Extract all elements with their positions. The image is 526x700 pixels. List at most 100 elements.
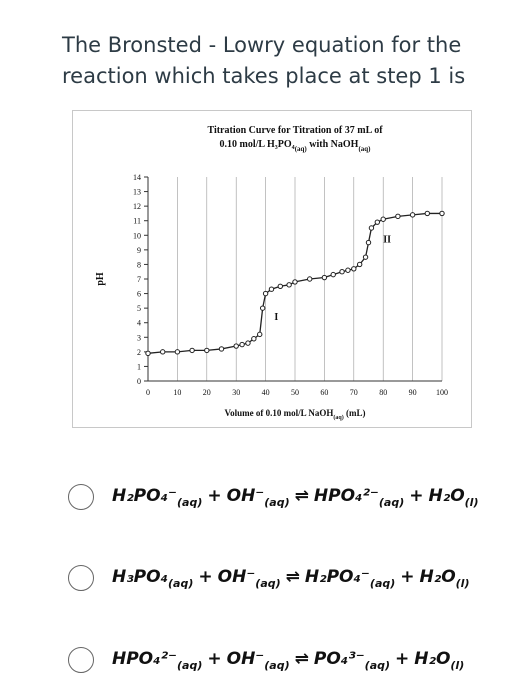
- annotation: I: [274, 312, 278, 323]
- y-tick-label: 2: [137, 348, 141, 357]
- point: [262, 290, 269, 297]
- formula: H₃PO₄: [112, 566, 169, 587]
- text-part: Volume of 0.10 mol/L: [224, 408, 306, 418]
- question-line: reaction which takes place at step 1 is: [62, 64, 466, 88]
- x-tick-label: 50: [291, 388, 299, 397]
- y-tick-label: 13: [133, 188, 141, 197]
- state: (l): [464, 495, 479, 509]
- formula: H₂PO₄⁻: [304, 566, 370, 587]
- x-tick-label: 20: [203, 388, 211, 397]
- text-part: with: [309, 139, 328, 150]
- point: [351, 266, 357, 272]
- x-tick-label: 100: [436, 388, 448, 397]
- radio-button[interactable]: [68, 647, 94, 673]
- operator: +: [395, 648, 410, 669]
- chart-title: Titration Curve for Titration of 37 mL o…: [207, 125, 383, 136]
- point: [362, 254, 369, 260]
- operator: +: [198, 566, 213, 587]
- state: (aq): [378, 495, 405, 509]
- radio-button[interactable]: [68, 484, 94, 510]
- point: [339, 269, 345, 275]
- state: (aq): [364, 658, 391, 672]
- state: (aq): [264, 495, 290, 509]
- point: [245, 340, 251, 346]
- point: [145, 350, 151, 357]
- state: (aq): [333, 414, 343, 421]
- point: [368, 225, 375, 231]
- operator: +: [400, 566, 415, 587]
- text-line: Volume of 0.10 mol/L NaOH(aq) (mL): [224, 408, 365, 421]
- answer-option[interactable]: H₂PO₄⁻(aq) + OH⁻(aq) ⇌ HPO₄²⁻(aq) + H₂O(l): [68, 482, 478, 512]
- y-axis-label: pH: [95, 272, 106, 286]
- x-tick-label: 0: [146, 388, 150, 397]
- state: (aq): [358, 145, 371, 153]
- formula: OH⁻: [217, 566, 256, 587]
- point: [189, 347, 195, 354]
- y-tick-label: 8: [137, 260, 141, 269]
- y-tick-label: 14: [133, 173, 141, 182]
- answer-option[interactable]: HPO₄²⁻(aq) + OH⁻(aq) ⇌ PO₄³⁻(aq) + H₂O(l): [68, 645, 464, 675]
- operator: ⇌: [294, 485, 309, 506]
- point: [218, 346, 225, 352]
- x-tick-label: 40: [262, 388, 270, 397]
- y-tick-label: 5: [137, 304, 141, 313]
- y-tick-label: 6: [137, 290, 141, 299]
- operator: ⇌: [285, 566, 300, 587]
- answer-option[interactable]: H₃PO₄(aq) + OH⁻(aq) ⇌ H₂PO₄⁻(aq) + H₂O(l): [68, 563, 469, 593]
- chart-image: Titration Curve for Titration of 37 mL o…: [72, 110, 472, 428]
- formula: H₃PO₄: [267, 139, 295, 150]
- x-tick-label: 80: [379, 388, 387, 397]
- chart: Titration Curve for Titration of 37 mL o…: [95, 125, 448, 421]
- state: (aq): [177, 495, 203, 509]
- y-tick-label: 3: [137, 333, 141, 342]
- y-tick-label: 11: [133, 217, 141, 226]
- equation: HPO₄²⁻(aq) + OH⁻(aq) ⇌ PO₄³⁻(aq) + H₂O(l): [112, 649, 464, 672]
- point: [251, 336, 257, 342]
- equation: H₂PO₄⁻(aq) + OH⁻(aq) ⇌ HPO₄²⁻(aq) + H₂O(l): [112, 486, 478, 509]
- x-tick-label: 10: [173, 388, 181, 397]
- operator: ⇌: [294, 648, 309, 669]
- y-tick-label: 9: [137, 246, 141, 255]
- annotation: II: [383, 234, 391, 245]
- formula: HPO₄²⁻: [313, 485, 379, 506]
- y-tick-label: 12: [133, 202, 141, 211]
- y-tick-label: 1: [137, 362, 141, 371]
- formula: NaOH: [308, 408, 333, 418]
- x-tick-label: 70: [350, 388, 358, 397]
- formula: H₂O: [414, 648, 451, 669]
- formula: H₂O: [419, 566, 456, 587]
- y-tick-label: 7: [137, 275, 141, 284]
- point: [424, 210, 430, 217]
- point: [268, 286, 275, 292]
- formula: OH⁻: [226, 648, 265, 669]
- text-part: 0.10 mol/L: [220, 139, 266, 150]
- point: [307, 276, 313, 282]
- state: (aq): [264, 658, 290, 672]
- point: [259, 305, 266, 311]
- radio-button[interactable]: [68, 565, 94, 591]
- state: (l): [450, 658, 465, 672]
- formula: PO₄³⁻: [313, 648, 365, 669]
- text-part: (mL): [346, 408, 366, 418]
- point: [204, 347, 210, 354]
- state: (aq): [255, 576, 281, 590]
- point: [321, 274, 328, 281]
- point: [356, 261, 363, 268]
- point: [257, 331, 263, 338]
- formula: OH⁻: [226, 485, 265, 506]
- y-tick-label: 0: [137, 377, 141, 386]
- state: (aq): [369, 576, 396, 590]
- point: [233, 343, 239, 349]
- point: [345, 267, 351, 273]
- text-line: 0.10 mol/L H₃PO₄(aq) with NaOH(aq): [220, 139, 372, 153]
- state: (l): [455, 576, 470, 590]
- point: [439, 210, 445, 217]
- point: [380, 216, 386, 222]
- x-tick-label: 60: [320, 388, 328, 397]
- y-tick-label: 10: [133, 231, 141, 240]
- operator: +: [409, 485, 424, 506]
- point: [374, 219, 381, 225]
- operator: +: [207, 648, 222, 669]
- state: (aq): [168, 576, 194, 590]
